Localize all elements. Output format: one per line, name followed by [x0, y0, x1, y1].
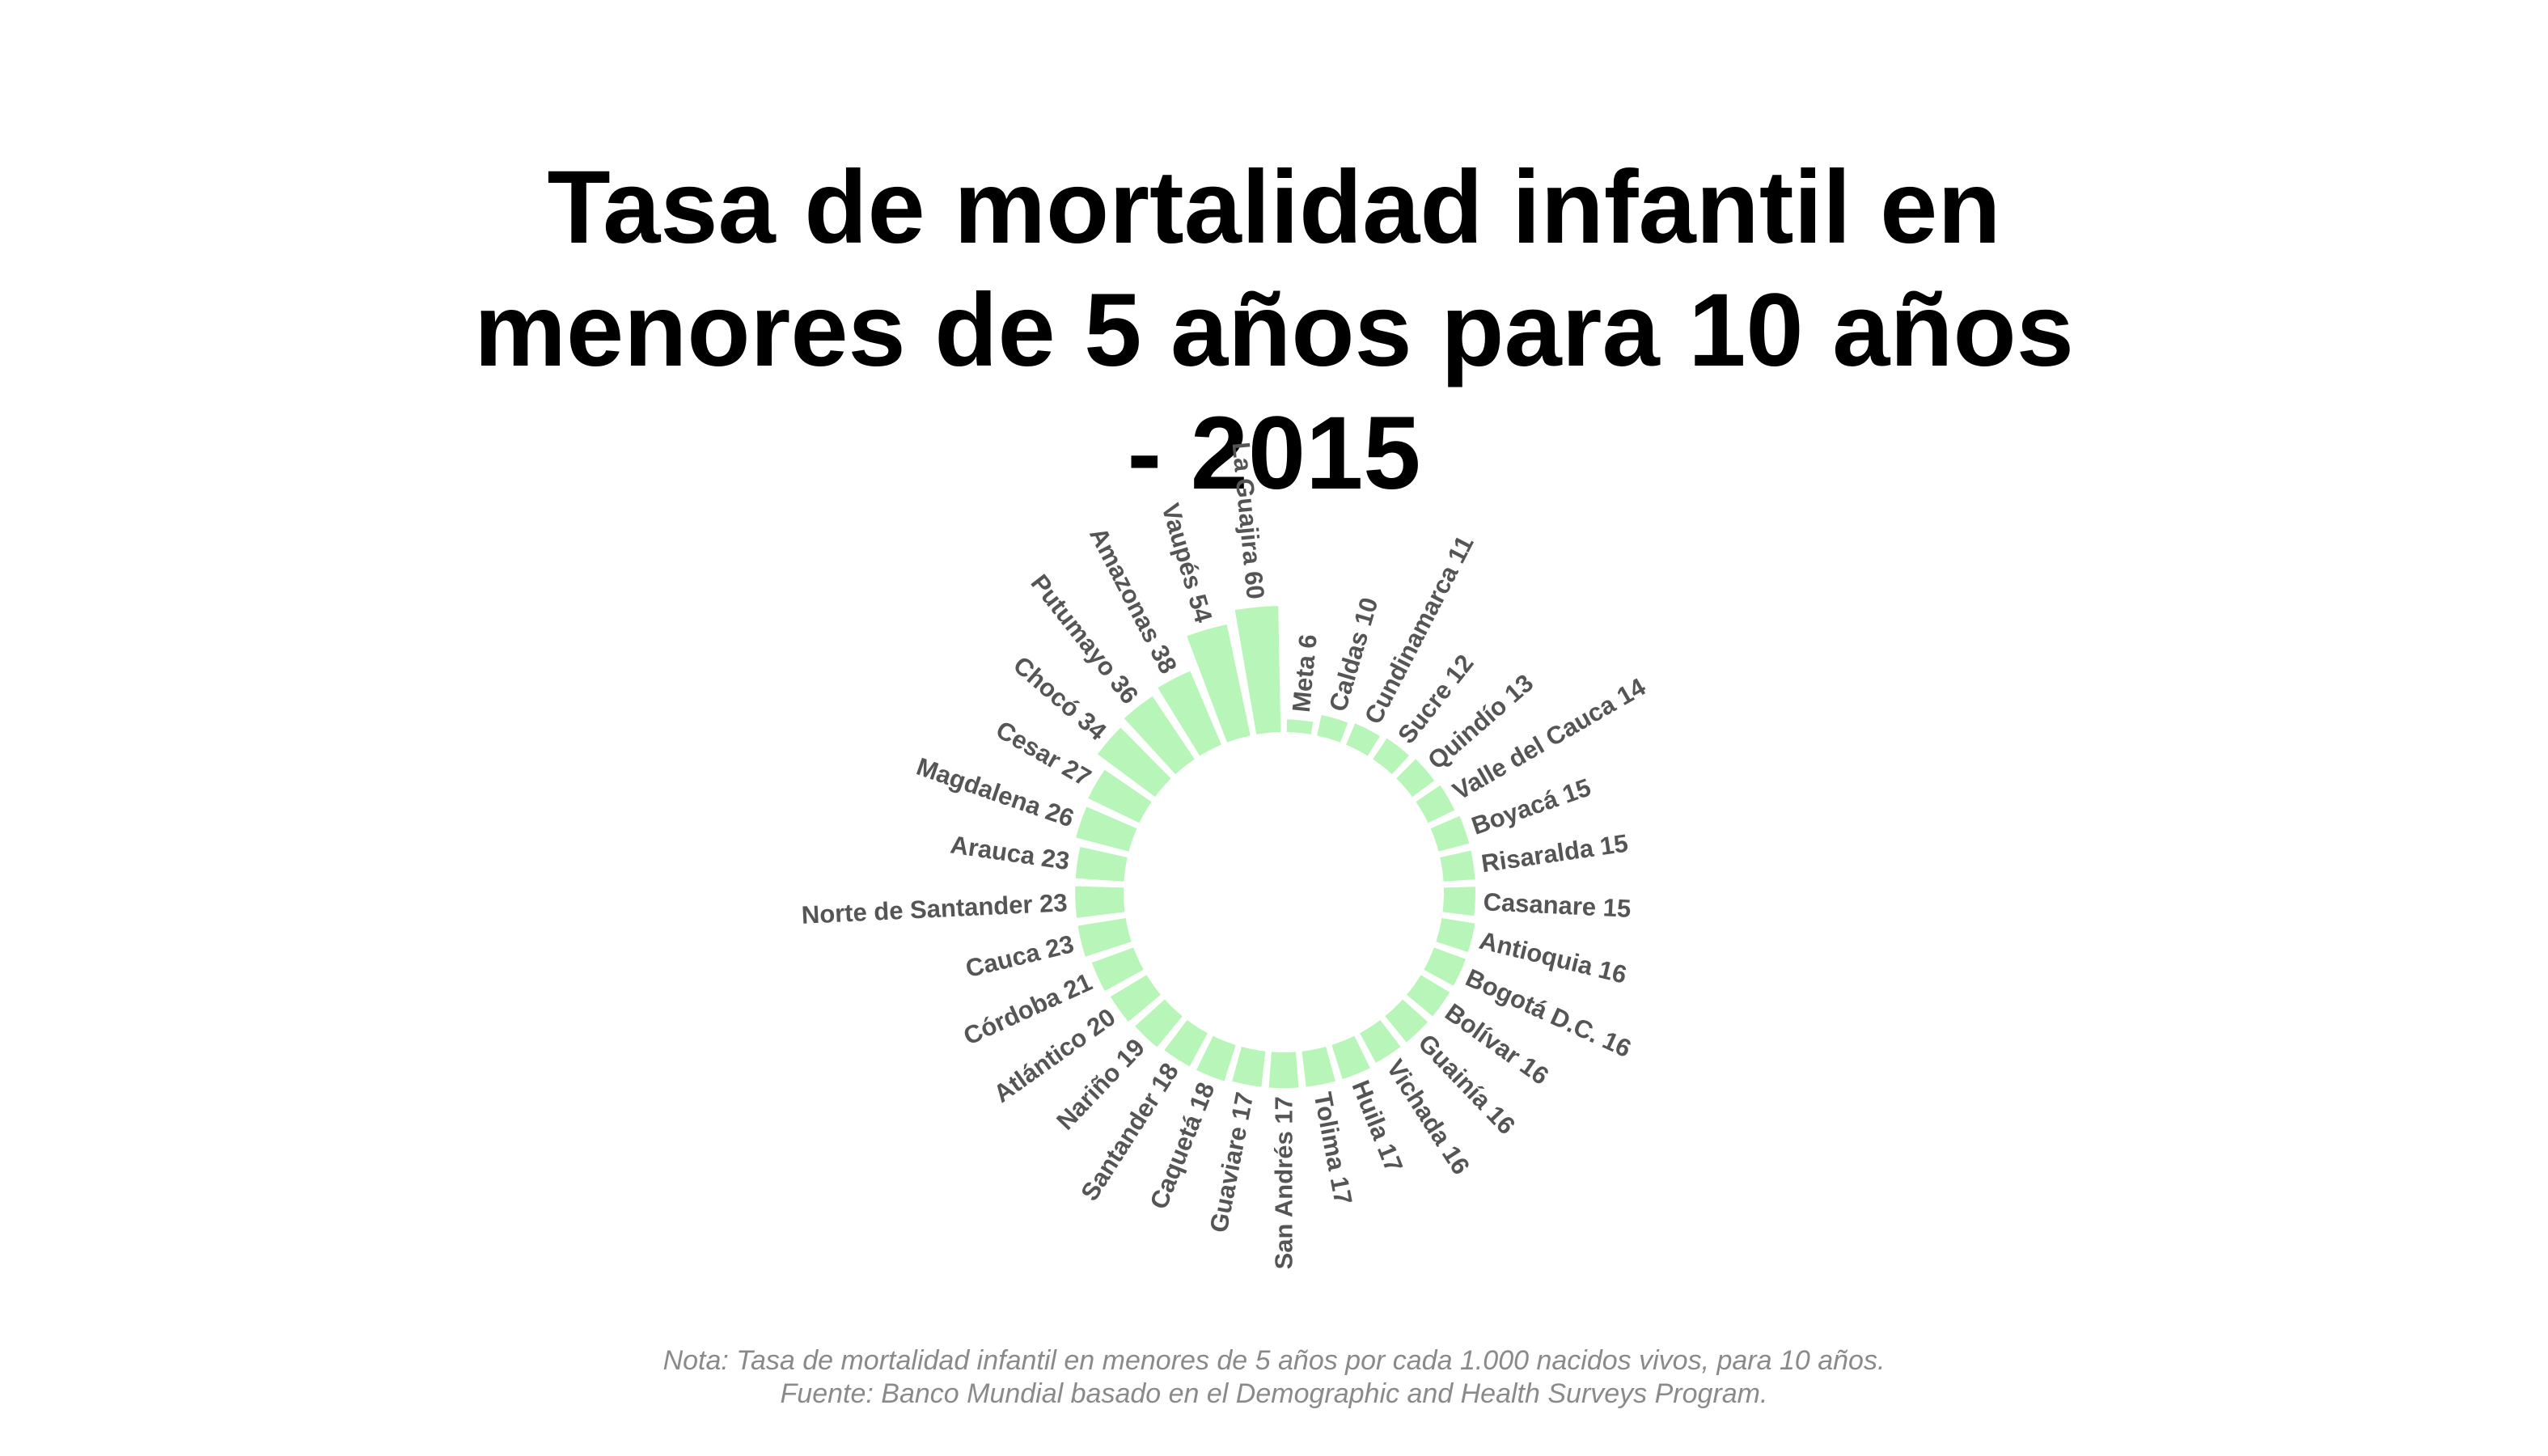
bar-label: Casanare 15 [1483, 887, 1632, 923]
bar-sucre [1373, 738, 1409, 775]
bar-casanare [1442, 887, 1475, 916]
bar-vaupés [1187, 624, 1251, 743]
bar-san-andrés [1268, 1052, 1299, 1089]
bar-guaviare [1232, 1047, 1266, 1087]
bar-huila [1331, 1035, 1370, 1080]
bar-cauca [1077, 917, 1132, 957]
bar-label: Arauca 23 [949, 830, 1072, 875]
bar-label: San Andrés 17 [1270, 1096, 1298, 1269]
bar-putumayo [1124, 696, 1195, 775]
bar-magdalena [1076, 806, 1137, 852]
bar-label: La Guajira 60 [1226, 441, 1269, 600]
bar-boyacá [1430, 815, 1470, 852]
bar-caldas [1317, 714, 1348, 743]
bar-la-guajira [1234, 606, 1281, 734]
bar-label: Meta 6 [1287, 633, 1323, 713]
caption-note: Nota: Tasa de mortalidad infantil en men… [662, 1345, 1886, 1376]
bar-nariño [1135, 999, 1183, 1048]
chart-title-line: Tasa de mortalidad infantil en [547, 149, 2001, 265]
bar-vichada [1360, 1019, 1401, 1063]
bar-atlántico [1110, 975, 1161, 1022]
bar-quindío [1396, 759, 1435, 798]
chart-title-line: - 2015 [1127, 395, 1421, 511]
bar-antioquia [1436, 917, 1475, 952]
bar-chocó [1097, 727, 1171, 798]
bar-cundinamarca [1346, 723, 1380, 756]
bar-caquetá [1196, 1035, 1236, 1081]
chart-caption: Nota: Tasa de mortalidad infantil en men… [0, 1344, 2548, 1411]
bar-label: Risaralda 15 [1479, 829, 1630, 878]
bar-bolívar [1407, 975, 1450, 1017]
bar-guainía [1385, 999, 1428, 1043]
bar-label: Vaupés 54 [1156, 500, 1218, 626]
caption-source: Fuente: Banco Mundial basado en el Demog… [780, 1378, 1768, 1409]
bar-amazonas [1158, 671, 1221, 756]
bar-arauca [1075, 847, 1128, 882]
chart-title: Tasa de mortalidad infantil en menores d… [0, 146, 2548, 515]
bar-valle-del-cauca [1416, 785, 1455, 823]
bars-group [1075, 606, 1475, 1089]
bar-label: Guaviare 17 [1204, 1090, 1259, 1234]
bar-meta [1286, 719, 1314, 734]
bar-label: Tolima 17 [1309, 1090, 1358, 1207]
bar-risaralda [1440, 850, 1475, 882]
bar-label: Norte de Santander 23 [801, 888, 1068, 929]
chart-title-line: menores de 5 años para 10 años [474, 272, 2074, 388]
bar-córdoba [1091, 947, 1144, 992]
bar-cesar [1088, 769, 1152, 823]
bar-bogotá-d-c- [1424, 947, 1466, 986]
bar-santander [1164, 1019, 1208, 1067]
bar-norte-de-santander [1075, 886, 1125, 918]
bar-tolima [1302, 1047, 1335, 1087]
bar-label: Cauca 23 [963, 929, 1077, 983]
